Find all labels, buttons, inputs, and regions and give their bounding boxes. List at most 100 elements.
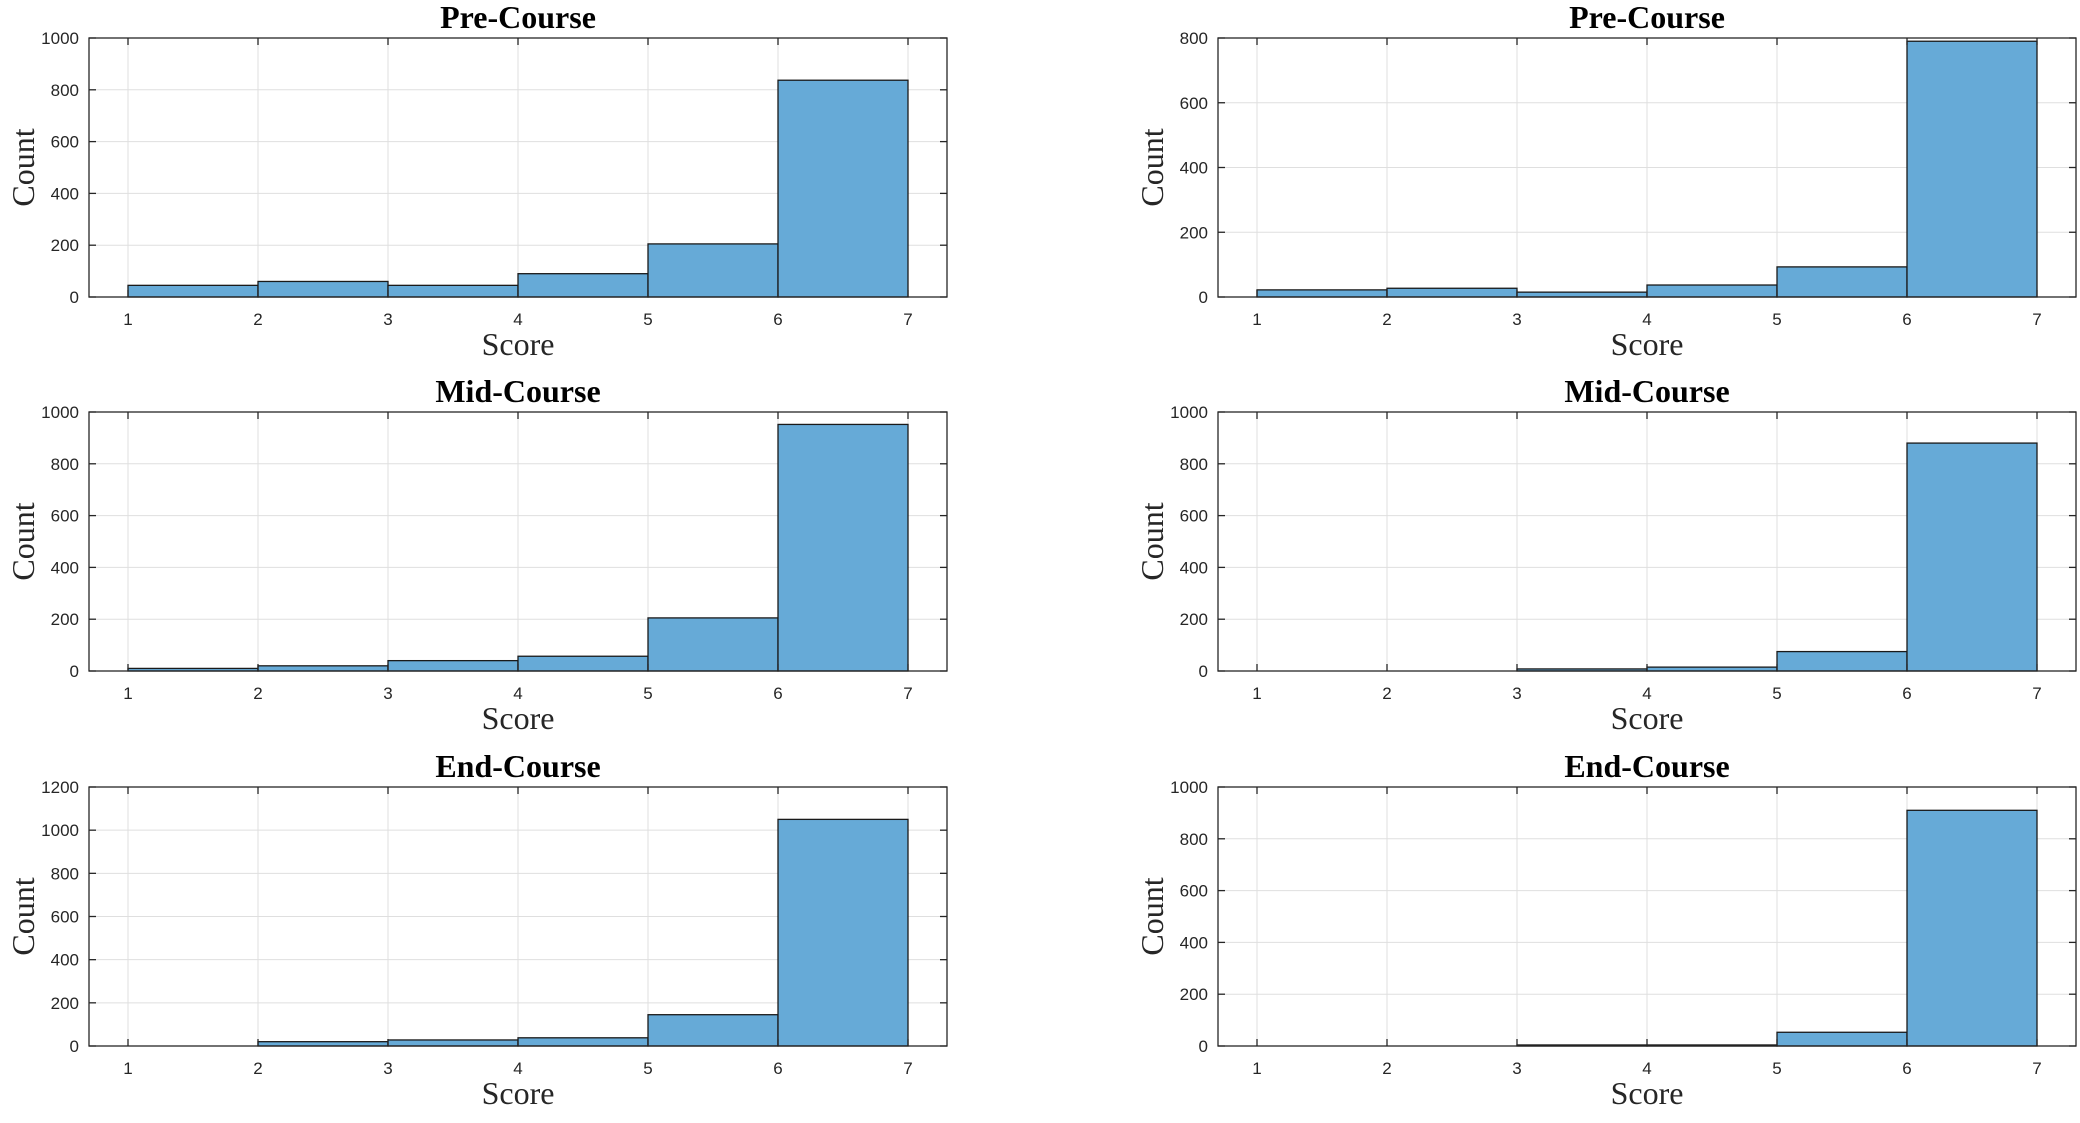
y-tick-label: 800: [1180, 29, 1208, 48]
histogram-bar: [1386, 287, 1518, 298]
x-tick-label: 6: [1902, 310, 1911, 329]
y-tick-label: 1000: [41, 29, 79, 48]
x-tick-label: 7: [903, 684, 912, 703]
histogram-bar: [647, 1014, 779, 1047]
histogram-bar: [1906, 809, 2038, 1047]
y-axis-label: Count: [1134, 128, 1170, 206]
histogram-bar: [1906, 442, 2038, 672]
x-tick-label: 2: [253, 684, 262, 703]
histogram-bar: [387, 1039, 519, 1047]
y-tick-label: 600: [1180, 507, 1208, 526]
panel-title: Pre-Course: [1569, 0, 1725, 35]
x-tick-label: 3: [383, 684, 392, 703]
y-tick-label: 1000: [1170, 778, 1208, 797]
x-tick-label: 7: [2032, 684, 2041, 703]
x-tick-label: 2: [1382, 1059, 1391, 1078]
x-tick-label: 7: [903, 310, 912, 329]
x-tick-label: 1: [1252, 1059, 1261, 1078]
histogram-bar: [777, 818, 909, 1047]
x-tick-label: 7: [903, 1059, 912, 1078]
y-tick-label: 600: [1180, 94, 1208, 113]
x-tick-label: 6: [1902, 1059, 1911, 1078]
x-axis-label: Score: [1611, 326, 1684, 362]
y-tick-label: 400: [1180, 558, 1208, 577]
histogram-bar: [647, 243, 779, 298]
x-axis-label: Score: [1611, 1075, 1684, 1111]
x-tick-label: 1: [123, 684, 132, 703]
y-tick-label: 600: [51, 133, 79, 152]
histogram-bar: [1906, 40, 2038, 298]
y-tick-label: 600: [51, 507, 79, 526]
y-tick-label: 400: [1180, 933, 1208, 952]
y-tick-label: 1000: [41, 821, 79, 840]
x-tick-label: 3: [383, 310, 392, 329]
y-tick-label: 400: [1180, 159, 1208, 178]
x-tick-label: 5: [643, 310, 652, 329]
y-tick-label: 200: [51, 610, 79, 629]
x-tick-label: 6: [773, 310, 782, 329]
histogram-panel-1: 1 2 3 4 5 6 7 0 200 400 600 800 1000 Pre-Course Score C…: [5, 0, 948, 362]
y-axis-label: Count: [5, 877, 41, 955]
x-tick-label: 2: [253, 310, 262, 329]
x-tick-label: 6: [1902, 684, 1911, 703]
histogram-bar: [387, 284, 519, 298]
y-tick-label: 0: [1199, 662, 1208, 681]
x-axis-label: Score: [482, 1075, 555, 1111]
histogram-bar: [1256, 289, 1388, 298]
y-tick-label: 400: [51, 951, 79, 970]
x-tick-label: 1: [1252, 310, 1261, 329]
histogram-panel-2: 1 2 3 4 5 6 7 0 200 400 600 800 Pre-Course Score Count: [1134, 0, 2077, 362]
y-tick-label: 0: [70, 1037, 79, 1056]
y-tick-label: 0: [1199, 288, 1208, 307]
x-tick-label: 7: [2032, 1059, 2041, 1078]
x-tick-label: 4: [1642, 310, 1651, 329]
histogram-bar: [647, 617, 779, 672]
histogram-bar: [517, 273, 649, 298]
histogram-bar: [1516, 291, 1648, 298]
histogram-bar: [777, 79, 909, 298]
x-tick-label: 4: [513, 684, 522, 703]
y-tick-label: 800: [51, 864, 79, 883]
x-tick-label: 5: [1772, 684, 1781, 703]
y-tick-label: 600: [51, 908, 79, 927]
histogram-bar: [387, 659, 519, 672]
y-tick-label: 0: [70, 662, 79, 681]
x-axis-label: Score: [482, 326, 555, 362]
y-tick-label: 200: [51, 236, 79, 255]
histogram-panel-5: 1 2 3 4 5 6 7 0 200 400 600 800 1000 1200 End-Course Sc…: [5, 748, 948, 1111]
y-axis-label: Count: [5, 502, 41, 580]
x-axis-label: Score: [482, 700, 555, 736]
histogram-bar: [1776, 266, 1908, 298]
y-tick-label: 0: [1199, 1037, 1208, 1056]
y-tick-label: 800: [51, 81, 79, 100]
y-tick-label: 1000: [1170, 403, 1208, 422]
histogram-bar: [517, 1037, 649, 1047]
histogram-bar: [517, 655, 649, 672]
panel-title: Mid-Course: [435, 373, 600, 409]
x-tick-label: 7: [2032, 310, 2041, 329]
y-tick-label: 600: [1180, 882, 1208, 901]
y-axis-label: Count: [5, 128, 41, 206]
x-tick-label: 5: [643, 1059, 652, 1078]
y-tick-label: 200: [1180, 985, 1208, 1004]
y-tick-label: 1200: [41, 778, 79, 797]
x-tick-label: 2: [1382, 310, 1391, 329]
x-tick-label: 2: [253, 1059, 262, 1078]
y-tick-label: 0: [70, 288, 79, 307]
histogram-bar: [127, 284, 259, 298]
panel-title: Pre-Course: [440, 0, 596, 35]
y-tick-label: 200: [1180, 610, 1208, 629]
histogram-panel-3: 1 2 3 4 5 6 7 0 200 400 600 800 1000 Mid-Course Score C…: [5, 373, 948, 736]
x-tick-label: 4: [513, 1059, 522, 1078]
y-tick-label: 400: [51, 558, 79, 577]
x-tick-label: 3: [1512, 684, 1521, 703]
x-tick-label: 3: [1512, 1059, 1521, 1078]
histogram-bar: [257, 280, 389, 298]
x-tick-label: 3: [1512, 310, 1521, 329]
x-tick-label: 6: [773, 684, 782, 703]
histogram-bar: [777, 423, 909, 672]
histogram-panel-6: 1 2 3 4 5 6 7 0 200 400 600 800 1000 End-Course Score C…: [1134, 748, 2077, 1111]
panel-title: Mid-Course: [1564, 373, 1729, 409]
y-tick-label: 1000: [41, 403, 79, 422]
